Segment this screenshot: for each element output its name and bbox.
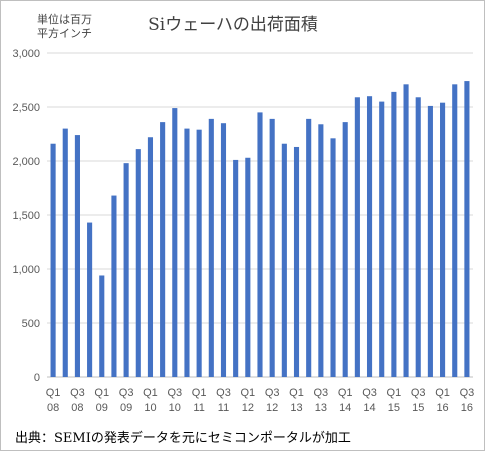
x-tick-quarter: Q3 [265,387,280,399]
x-tick-quarter: Q3 [70,387,85,399]
bar [269,118,275,377]
bars [50,81,470,378]
y-tick-label: 3,000 [12,48,40,60]
bar [366,96,373,377]
x-tick-quarter: Q3 [314,387,329,399]
bar [233,159,239,377]
unit-label-line-1: 単位は百万 [37,12,92,26]
x-tick-quarter: Q1 [289,387,304,399]
bar [379,101,385,377]
x-tick-year: 13 [290,402,302,414]
bar [391,91,397,377]
bar [184,128,190,377]
x-tick-year: 11 [218,402,229,414]
x-tick-quarter: Q1 [192,387,207,399]
x-tick-quarter: Q3 [460,387,475,399]
bar [123,163,129,377]
bar [330,138,336,377]
y-tick-label: 2,500 [12,102,40,114]
x-tick-year: 15 [412,402,424,414]
bar [440,102,446,378]
bar [196,129,202,377]
x-tick-year: 10 [144,402,156,414]
y-tick-label: 2,000 [12,156,40,168]
x-tick-year: 12 [242,402,254,414]
bar [452,84,458,377]
x-tick-quarter: Q1 [338,387,353,399]
bar [111,195,117,377]
x-tick-year: 14 [339,402,351,414]
bar [415,97,421,377]
chart-title: Siウェーハの出荷面積 [148,15,318,35]
x-tick-year: 08 [47,402,59,414]
x-tick-quarter: Q1 [435,387,450,399]
x-tick-year: 09 [120,402,132,414]
bar [87,222,93,377]
x-tick-quarter: Q1 [46,387,61,399]
x-tick-quarter: Q3 [411,387,426,399]
bar [172,108,178,377]
unit-label-line-2: 平方インチ [37,26,92,40]
x-tick-year: 14 [363,402,375,414]
bar [257,112,263,378]
x-tick-year: 08 [71,402,83,414]
x-tick-quarter: Q1 [143,387,158,399]
bar [403,84,409,377]
bar [208,118,214,377]
x-tick-year: 10 [169,402,181,414]
bar [306,118,312,377]
bar [50,143,56,377]
x-tick-year: 12 [266,402,278,414]
y-axis-ticks: 0 500 1,000 1,500 2,000 2,500 3,000 [12,48,40,384]
x-tick-quarter: Q1 [94,387,109,399]
x-tick-year: 09 [96,402,108,414]
y-tick-label: 0 [34,372,40,384]
x-axis-ticks: Q1 08 Q3 08 Q1 09 Q3 09 Q1 10 Q3 10 Q1 11 Q3 11 Q1 12 Q3 12… [46,387,475,414]
x-tick-quarter: Q3 [119,387,134,399]
bar [281,143,287,377]
y-tick-label: 1,000 [12,264,40,276]
y-tick-label: 500 [22,318,40,330]
bar [464,81,470,377]
bar [147,137,154,377]
x-tick-quarter: Q3 [362,387,377,399]
source-note: 出典：SEMIの発表データを元にセミコンポータルが加工 [15,430,351,446]
bar [62,128,68,377]
x-tick-quarter: Q3 [167,387,182,399]
bar [427,105,433,378]
x-tick-quarter: Q1 [387,387,402,399]
bar [318,124,324,377]
y-tick-label: 1,500 [12,210,40,222]
bar [293,146,300,377]
bar [220,123,227,377]
bar [99,275,105,377]
bar [245,157,251,377]
bar [74,135,80,377]
bar [160,122,166,378]
x-tick-year: 15 [388,402,400,414]
bar [354,97,360,377]
x-tick-year: 16 [461,402,473,414]
x-tick-quarter: Q3 [216,387,231,399]
bar [342,122,348,378]
bar [135,149,141,377]
x-tick-year: 16 [436,402,448,414]
x-tick-quarter: Q1 [240,387,255,399]
x-tick-year: 11 [193,402,204,414]
x-tick-year: 13 [315,402,327,414]
